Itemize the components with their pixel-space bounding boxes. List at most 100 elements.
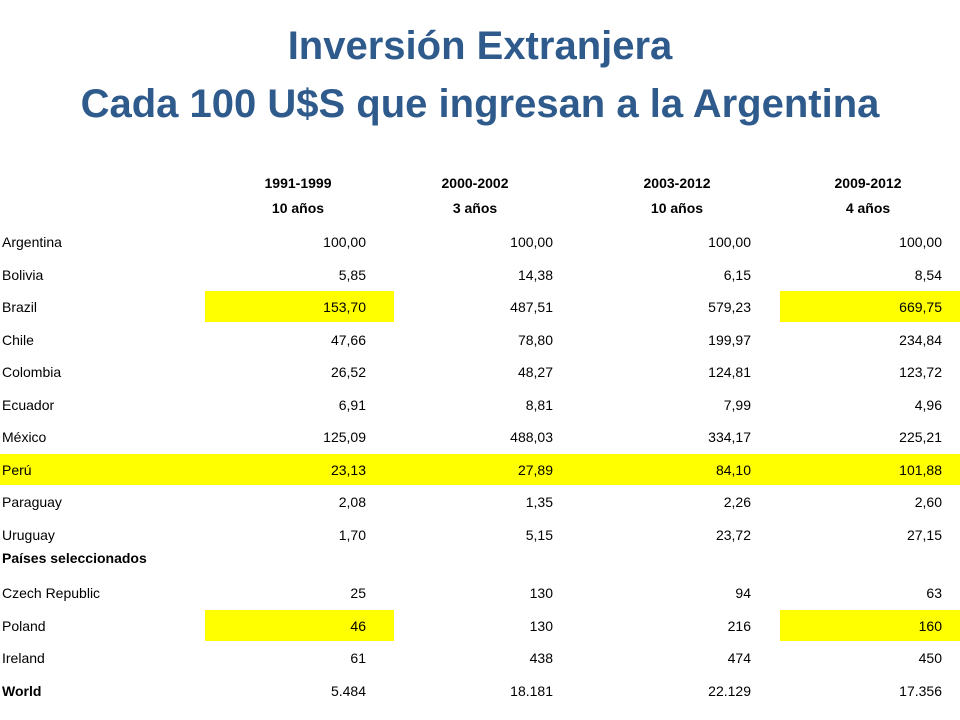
column-duration-1: 10 años — [271, 200, 325, 216]
value-cell: 1,35 — [525, 494, 553, 510]
cell-highlight — [780, 291, 960, 322]
value-cell: 487,51 — [510, 299, 553, 315]
country-label: México — [2, 429, 47, 445]
table-row: Brazil 153,70 487,51 579,23 669,75 — [0, 290, 960, 322]
value-cell: 123,72 — [899, 364, 942, 380]
table-row: Chile 47,66 78,80 199,97 234,84 — [0, 323, 960, 355]
value-cell: 25 — [350, 585, 366, 601]
title-line-1: Inversión Extranjera — [287, 24, 673, 68]
value-cell: 5,85 — [338, 266, 366, 283]
value-cell: 1,70 — [338, 526, 366, 543]
value-cell: 8,54 — [914, 266, 942, 283]
value-cell: 100,00 — [899, 234, 942, 250]
table-row: Argentina 100,00 100,00 100,00 100,00 — [0, 225, 960, 257]
value-cell: 7,99 — [723, 396, 751, 413]
value-cell: 101,88 — [899, 461, 942, 478]
table-row: Uruguay 1,70 5,15 23,72 27,15 — [0, 518, 960, 550]
value-cell: 153,70 — [323, 299, 366, 315]
value-cell: 26,52 — [330, 364, 366, 380]
cell-highlight — [205, 291, 394, 322]
value-cell: 124,81 — [708, 364, 751, 380]
column-period-3: 2003-2012 — [643, 175, 711, 191]
value-cell: 2,08 — [338, 494, 366, 510]
table-row: Perú 23,13 27,89 84,10 101,88 — [0, 453, 960, 485]
value-cell: 61 — [350, 650, 366, 666]
cell-highlight — [205, 609, 394, 641]
value-cell: 130 — [529, 585, 553, 601]
column-duration-3: 10 años — [650, 200, 704, 216]
value-cell: 100,00 — [510, 234, 553, 250]
selected-table-row: Czech Republic 25 130 94 63 — [0, 576, 960, 608]
value-cell: 199,97 — [708, 331, 751, 348]
selected-table-row: World 5.484 18.181 22.129 17.356 — [0, 674, 960, 706]
country-label: Poland — [2, 617, 46, 634]
value-cell: 216 — [727, 617, 751, 634]
value-cell: 48,27 — [517, 364, 553, 380]
value-cell: 2,60 — [914, 494, 942, 510]
value-cell: 234,84 — [899, 331, 942, 348]
country-label: Perú — [2, 461, 32, 478]
country-label: Chile — [2, 331, 34, 348]
value-cell: 2,26 — [723, 494, 751, 510]
value-cell: 334,17 — [708, 429, 751, 445]
title-line-2: Cada 100 U$S que ingresan a la Argentina — [80, 82, 880, 126]
value-cell: 46 — [350, 617, 366, 634]
selected-table-row: Poland 46 130 216 160 — [0, 609, 960, 641]
value-cell: 160 — [918, 617, 942, 634]
column-period-2: 2000-2002 — [441, 175, 509, 191]
value-cell: 474 — [727, 650, 751, 666]
selected-table-row: Ireland 61 438 474 450 — [0, 641, 960, 673]
value-cell: 47,66 — [330, 331, 366, 348]
country-label: Uruguay — [2, 526, 55, 543]
country-label: Czech Republic — [2, 585, 101, 601]
value-cell: 17.356 — [899, 682, 942, 699]
column-period-1: 1991-1999 — [264, 175, 332, 191]
value-cell: 130 — [529, 617, 553, 634]
country-label: World — [2, 682, 42, 699]
country-label: Argentina — [2, 234, 62, 250]
value-cell: 450 — [918, 650, 942, 666]
column-period-4: 2009-2012 — [834, 175, 902, 191]
value-cell: 579,23 — [708, 299, 751, 315]
value-cell: 22.129 — [708, 682, 751, 699]
cell-highlight — [780, 609, 960, 641]
value-cell: 100,00 — [323, 234, 366, 250]
value-cell: 14,38 — [517, 266, 553, 283]
country-label: Colombia — [2, 364, 62, 380]
value-cell: 94 — [735, 585, 751, 601]
value-cell: 63 — [926, 585, 942, 601]
table-row: Colombia 26,52 48,27 124,81 123,72 — [0, 355, 960, 387]
value-cell: 6,15 — [723, 266, 751, 283]
value-cell: 5,15 — [525, 526, 553, 543]
country-label: Ecuador — [2, 396, 55, 413]
value-cell: 23,13 — [330, 461, 366, 478]
table-row: Paraguay 2,08 1,35 2,26 2,60 — [0, 485, 960, 517]
value-cell: 669,75 — [899, 299, 942, 315]
value-cell: 84,10 — [715, 461, 751, 478]
value-cell: 5.484 — [330, 682, 366, 699]
value-cell: 27,89 — [517, 461, 553, 478]
value-cell: 8,81 — [525, 396, 553, 413]
value-cell: 438 — [529, 650, 553, 666]
value-cell: 78,80 — [517, 331, 553, 348]
country-label: Paraguay — [2, 494, 62, 510]
value-cell: 488,03 — [510, 429, 553, 445]
table-row: Bolivia 5,85 14,38 6,15 8,54 — [0, 258, 960, 290]
value-cell: 27,15 — [906, 526, 942, 543]
table-row: Ecuador 6,91 8,81 7,99 4,96 — [0, 388, 960, 420]
value-cell: 4,96 — [914, 396, 942, 413]
country-label: Bolivia — [2, 266, 44, 283]
value-cell: 6,91 — [338, 396, 366, 413]
country-label: Ireland — [2, 650, 45, 666]
column-duration-2: 3 años — [452, 200, 498, 216]
section-label: Países seleccionados — [2, 550, 147, 566]
value-cell: 23,72 — [715, 526, 751, 543]
value-cell: 18.181 — [510, 682, 553, 699]
row-highlight — [0, 453, 960, 485]
value-cell: 125,09 — [323, 429, 366, 445]
value-cell: 225,21 — [899, 429, 942, 445]
country-label: Brazil — [2, 299, 38, 315]
column-duration-4: 4 años — [845, 200, 891, 216]
table-row: México 125,09 488,03 334,17 225,21 — [0, 420, 960, 452]
value-cell: 100,00 — [708, 234, 751, 250]
